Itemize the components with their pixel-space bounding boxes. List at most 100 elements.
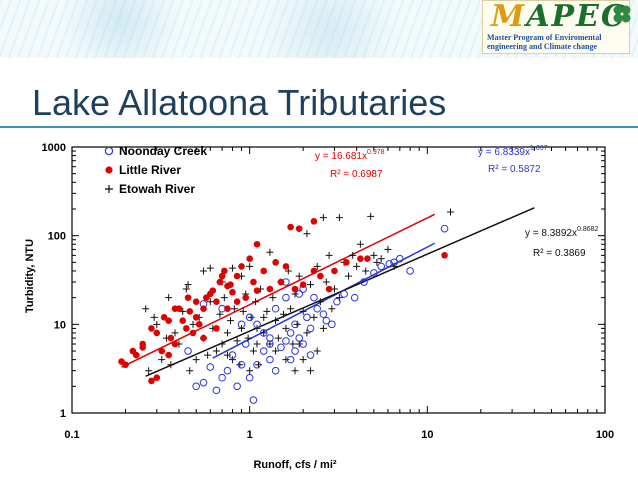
point-etowah — [345, 272, 353, 280]
point-little — [122, 361, 129, 369]
point-etowah — [216, 310, 224, 318]
point-little — [233, 298, 241, 305]
point-little — [192, 298, 200, 305]
data-points — [118, 208, 454, 404]
point-etowah — [282, 356, 290, 364]
point-little — [213, 298, 220, 305]
point-noonday — [306, 351, 315, 359]
point-little — [183, 325, 190, 332]
point-noonday — [245, 373, 254, 382]
point-little — [364, 255, 371, 262]
point-etowah — [186, 367, 194, 375]
r2-little-text: R² = 0.6987 — [330, 169, 383, 180]
point-little — [250, 278, 257, 286]
point-etowah — [322, 278, 330, 286]
point-little — [165, 317, 172, 324]
point-noonday — [266, 340, 274, 348]
point-little — [160, 314, 168, 321]
clover-icon — [613, 5, 631, 23]
logo-line-1: Master Program of Enviromental — [487, 33, 602, 42]
r2-noonday-text: R² = 0.5872 — [488, 164, 541, 175]
point-etowah — [303, 329, 311, 337]
point-etowah — [303, 230, 311, 238]
point-etowah — [260, 313, 268, 321]
point-noonday — [295, 334, 303, 342]
x-tick-label: 100 — [596, 429, 614, 441]
point-noonday — [291, 347, 299, 355]
point-little — [153, 374, 161, 382]
point-etowah — [226, 317, 234, 325]
point-etowah — [325, 251, 333, 259]
point-little — [260, 267, 268, 275]
point-noonday — [360, 278, 368, 286]
legend-marker-noonday — [104, 146, 114, 156]
point-little — [213, 325, 220, 332]
point-noonday — [377, 262, 386, 271]
fit-line-etowah — [145, 207, 535, 377]
legend-marker-little — [105, 166, 113, 174]
point-etowah — [266, 248, 274, 256]
point-noonday — [385, 260, 393, 268]
point-noonday — [286, 329, 295, 337]
point-etowah — [299, 307, 307, 315]
point-noonday — [440, 224, 449, 233]
y-tick-label: 1 — [60, 408, 66, 420]
point-noonday — [286, 355, 295, 364]
y-tick-label: 10 — [54, 319, 66, 331]
point-noonday — [259, 347, 268, 355]
point-noonday — [237, 360, 246, 369]
point-etowah — [233, 337, 241, 345]
chart-frame — [71, 146, 606, 414]
eq-etowah-text: y = 8.3892x0.8682 — [525, 226, 599, 239]
point-etowah — [287, 305, 295, 313]
point-little — [277, 278, 285, 286]
point-noonday — [241, 340, 250, 348]
x-axis-label: Runoff, cfs / mi² — [253, 459, 336, 471]
point-little — [253, 287, 261, 294]
point-little — [209, 287, 217, 294]
point-etowah — [263, 307, 271, 315]
fit-line-little — [121, 213, 436, 368]
y-tick-label: 1000 — [42, 142, 66, 154]
point-etowah — [291, 367, 299, 375]
point-etowah — [316, 298, 324, 306]
point-noonday — [259, 329, 268, 337]
logo-line-2: engineering and Climate change — [487, 42, 597, 51]
x-tick-label: 0.1 — [64, 429, 79, 441]
point-little — [148, 377, 155, 385]
point-etowah — [204, 351, 212, 359]
point-etowah — [319, 214, 327, 222]
point-etowah — [218, 340, 226, 348]
y-axis-label: Turbidity, NTU — [24, 239, 36, 313]
point-etowah — [272, 347, 280, 355]
point-little — [253, 240, 261, 248]
point-noonday — [266, 334, 274, 342]
point-little — [357, 255, 364, 262]
point-noonday — [199, 378, 208, 387]
point-etowah — [295, 272, 303, 280]
point-noonday — [370, 269, 378, 277]
point-etowah — [223, 329, 231, 337]
point-little — [132, 351, 140, 359]
point-noonday — [350, 293, 359, 302]
logo-subtitle: Master Program of Enviromental engineeri… — [487, 33, 627, 51]
slide-title: Lake Allatoona Tributaries — [32, 82, 447, 123]
point-noonday — [313, 304, 322, 313]
point-little — [317, 272, 324, 280]
mapec-logo: MAPEC Master Program of Enviromental eng… — [482, 0, 630, 54]
point-noonday — [310, 293, 318, 302]
point-little — [441, 252, 448, 259]
point-etowah — [228, 356, 236, 364]
point-etowah — [165, 294, 173, 302]
point-etowah — [307, 281, 315, 289]
legend-marker-etowah — [105, 185, 113, 193]
point-little — [186, 308, 194, 315]
point-etowah — [313, 262, 321, 270]
point-noonday — [390, 258, 398, 267]
title-rule — [0, 126, 638, 128]
point-noonday — [271, 304, 280, 313]
point-etowah — [319, 324, 327, 332]
equation-little: y = 16.681x0.978 R² = 0.6987 — [315, 149, 385, 180]
point-etowah — [184, 281, 192, 289]
point-etowah — [167, 361, 175, 369]
